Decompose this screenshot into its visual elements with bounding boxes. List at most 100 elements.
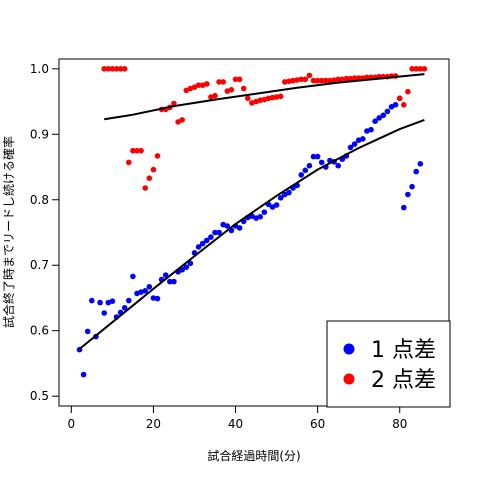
fit-line-series-1 — [78, 118, 425, 350]
data-point-series-1 — [314, 153, 321, 160]
data-point-series-2 — [351, 75, 358, 81]
data-point-series-1 — [347, 144, 354, 151]
data-point-series-2 — [236, 76, 243, 83]
data-point-series-1 — [126, 297, 132, 304]
data-point-series-2 — [113, 66, 120, 72]
data-point-series-2 — [327, 77, 333, 84]
data-point-series-2 — [310, 77, 317, 84]
data-point-series-2 — [409, 66, 415, 72]
data-point-series-1 — [376, 115, 383, 121]
data-point-series-1 — [380, 112, 387, 119]
data-point-series-1 — [302, 167, 309, 174]
data-point-series-1 — [150, 295, 157, 301]
x-tick-label: 40 — [228, 417, 243, 431]
data-point-series-1 — [204, 237, 210, 244]
data-point-series-2 — [290, 77, 296, 84]
data-point-series-1 — [360, 136, 366, 142]
data-point-series-2 — [314, 77, 321, 84]
data-point-series-1 — [208, 234, 214, 240]
data-point-series-1 — [405, 191, 411, 198]
data-point-series-2 — [405, 88, 411, 95]
data-point-series-1 — [109, 298, 116, 305]
data-point-series-1 — [298, 172, 305, 178]
data-point-series-2 — [126, 159, 132, 166]
data-point-series-1 — [171, 278, 177, 285]
data-point-series-2 — [121, 66, 128, 72]
data-point-series-1 — [306, 162, 313, 169]
data-point-series-2 — [323, 77, 329, 84]
data-point-series-2 — [216, 79, 222, 85]
y-tick-label: 0.7 — [30, 258, 49, 272]
data-point-series-1 — [154, 295, 161, 302]
data-point-series-2 — [318, 77, 325, 84]
data-point-series-1 — [187, 260, 194, 267]
data-point-series-1 — [84, 328, 91, 335]
legend-box — [326, 320, 451, 408]
y-axis-title: 試合終了時までリードし続ける確率 — [1, 136, 16, 328]
data-point-series-2 — [401, 102, 407, 108]
data-point-series-2 — [245, 95, 251, 102]
data-point-series-2 — [195, 82, 202, 88]
data-point-series-1 — [89, 297, 95, 304]
data-point-series-2 — [179, 117, 185, 123]
x-tick-label: 80 — [392, 417, 407, 431]
data-point-series-1 — [286, 189, 292, 196]
data-point-series-1 — [310, 153, 317, 160]
data-point-series-2 — [142, 185, 148, 191]
data-point-series-2 — [306, 72, 313, 79]
data-point-series-1 — [236, 225, 243, 231]
data-point-series-1 — [413, 168, 420, 175]
data-point-series-1 — [130, 273, 136, 280]
data-point-series-2 — [232, 76, 239, 83]
data-point-series-2 — [413, 66, 420, 72]
data-point-series-1 — [167, 278, 173, 285]
data-point-series-2 — [335, 76, 342, 83]
data-point-series-1 — [80, 371, 87, 378]
data-point-series-1 — [409, 183, 415, 190]
data-point-series-2 — [138, 147, 144, 154]
data-point-series-1 — [277, 195, 284, 201]
data-point-series-1 — [368, 126, 374, 133]
data-point-series-2 — [204, 81, 210, 87]
data-point-series-1 — [101, 310, 107, 316]
data-point-series-1 — [199, 240, 206, 247]
data-point-series-1 — [335, 162, 342, 169]
x-axis-title: 試合経過時間(分) — [207, 448, 300, 463]
data-point-series-2 — [298, 76, 305, 83]
data-point-series-2 — [130, 147, 136, 154]
data-point-series-2 — [212, 92, 218, 99]
data-point-series-1 — [318, 159, 325, 166]
fit-lines — [78, 73, 425, 350]
data-point-series-2 — [105, 66, 112, 72]
data-point-series-1 — [351, 141, 358, 147]
data-point-series-1 — [179, 267, 185, 273]
y-tick-label: 0.5 — [30, 389, 49, 403]
data-point-series-1 — [142, 288, 148, 294]
data-point-series-1 — [146, 284, 153, 290]
data-point-series-2 — [355, 75, 362, 81]
y-tick-label: 1.0 — [30, 62, 49, 76]
data-point-series-2 — [347, 75, 354, 82]
data-point-series-1 — [384, 108, 391, 115]
data-point-series-2 — [117, 66, 124, 72]
data-point-series-1 — [392, 102, 399, 108]
data-point-series-2 — [228, 87, 235, 93]
data-point-series-2 — [101, 66, 107, 72]
data-point-series-2 — [249, 100, 255, 106]
data-point-series-1 — [212, 229, 218, 236]
data-point-series-2 — [302, 76, 309, 83]
data-point-series-1 — [162, 272, 169, 278]
data-point-series-2 — [277, 93, 284, 100]
data-point-series-1 — [401, 204, 407, 211]
x-tick-label: 0 — [67, 417, 75, 431]
data-point-series-1 — [372, 118, 378, 124]
y-tick-label: 0.8 — [30, 193, 49, 207]
data-point-series-1 — [183, 264, 190, 271]
legend-marker-1pt — [343, 343, 355, 355]
fit-line-series-2 — [104, 73, 425, 121]
data-point-series-1 — [97, 299, 103, 306]
data-point-series-2 — [134, 147, 140, 154]
data-point-series-2 — [257, 97, 264, 103]
data-point-series-2 — [220, 79, 226, 85]
